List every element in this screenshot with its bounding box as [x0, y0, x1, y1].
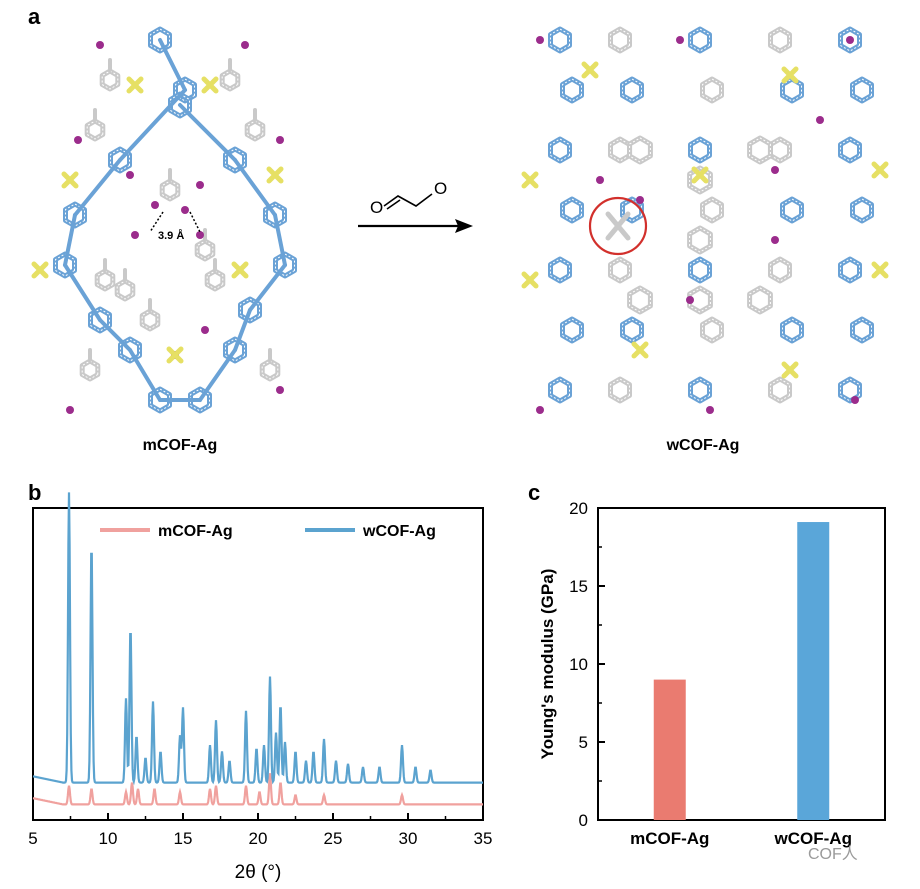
x-tick-label: 15: [174, 829, 193, 848]
panel-c-letter: c: [528, 480, 541, 505]
x-axis-label: 2θ (°): [235, 862, 282, 883]
category-label: wCOF-Ag: [774, 829, 852, 848]
mcof-ag-structure-image: [31, 26, 297, 414]
x-tick-label: 25: [324, 829, 343, 848]
y-tick-label: 10: [569, 655, 588, 674]
x-tick-label: 5: [28, 829, 37, 848]
x-tick-label: 10: [99, 829, 118, 848]
y-tick-label: 15: [569, 577, 588, 596]
glyoxal-reagent: O O: [370, 179, 447, 217]
x-tick-label: 35: [474, 829, 493, 848]
category-label: mCOF-Ag: [630, 829, 709, 848]
y-tick-label: 5: [579, 733, 588, 752]
reaction-arrow: [358, 219, 473, 233]
svg-text:O: O: [434, 179, 447, 198]
series-line-mcof-ag: [32, 773, 483, 806]
series-line-wcof-ag: [32, 492, 483, 786]
watermark: COF人: [808, 846, 858, 863]
y-axis-label: Young's modulus (GPa): [538, 569, 557, 760]
wcof-ag-structure-image: [521, 26, 889, 414]
highlight-circle: [588, 196, 648, 256]
bar-mcof-ag: [653, 679, 686, 820]
distance-label: 3.9 Å: [158, 230, 185, 242]
y-tick-label: 0: [579, 811, 588, 830]
x-tick-label: 20: [249, 829, 268, 848]
plot-frame: [597, 507, 886, 821]
mcof-ag-caption: mCOF-Ag: [142, 437, 218, 454]
panel-a-letter: a: [28, 4, 41, 29]
svg-text:O: O: [370, 198, 383, 217]
legend-label: mCOF-Ag: [158, 523, 233, 540]
panel-b-letter: b: [28, 480, 42, 505]
bar-wcof-ag: [797, 522, 830, 820]
y-tick-label: 20: [569, 499, 588, 518]
legend-label: wCOF-Ag: [362, 523, 436, 540]
x-tick-label: 30: [399, 829, 418, 848]
wcof-ag-caption: wCOF-Ag: [666, 437, 740, 454]
